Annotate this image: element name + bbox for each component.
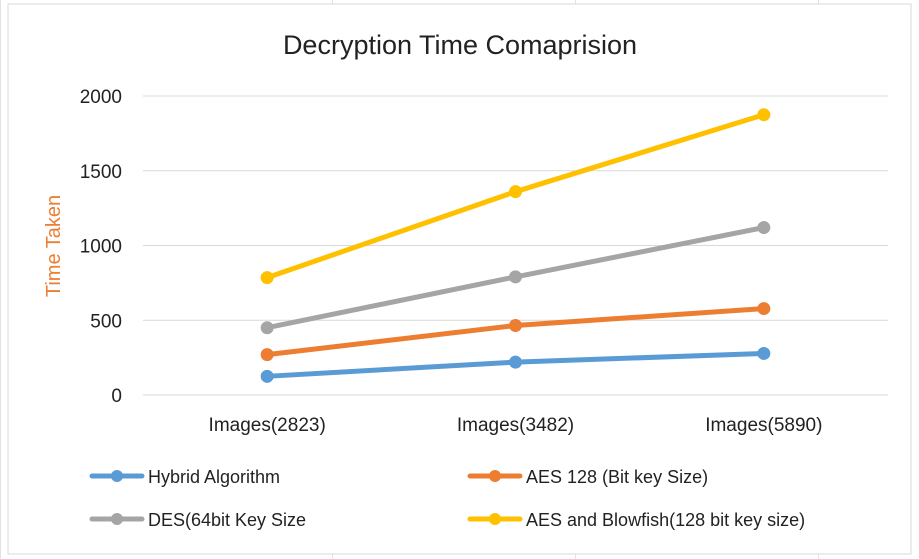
y-tick-label: 0 [111,386,122,407]
y-tick-label: 2000 [80,87,122,108]
chart-area-border [7,3,912,555]
data-point [757,302,771,316]
legend-swatch-marker [489,470,501,482]
legend-label: AES and Blowfish(128 bit key size) [526,510,805,530]
legend-swatch-marker [111,470,123,482]
data-point [260,369,274,383]
legend-label: Hybrid Algorithm [148,467,280,487]
x-tick-label: Images(2823) [209,415,326,436]
data-point [509,185,522,199]
data-point [260,348,274,362]
data-point [757,346,771,360]
chart-title: Decryption Time Comaprision [283,30,637,60]
data-point [509,355,522,369]
legend-item: DES(64bit Key Size [89,510,306,530]
y-axis-label: Time Taken [43,195,65,297]
legend-item: Hybrid Algorithm [89,467,280,487]
data-point [260,271,274,285]
x-tick-label: Images(5890) [705,415,822,436]
legend-item: AES and Blowfish(128 bit key size) [467,510,805,530]
data-point [509,318,522,332]
legend: Hybrid Algorithm AES 128 (Bit key Size) DE… [89,467,805,530]
legend-item: AES 128 (Bit key Size) [467,467,708,487]
legend-label: DES(64bit Key Size [148,510,306,530]
data-point [757,108,771,122]
y-tick-label: 500 [90,311,122,332]
y-tick-label: 1000 [80,237,122,258]
data-point [757,221,771,235]
data-point [260,321,274,335]
plot-area: 0 500 1000 1500 2000 Images(2823) Images(3482)… [80,87,888,436]
legend-swatch-marker [111,513,123,525]
legend-label: AES 128 (Bit key Size) [526,467,708,487]
legend-swatch-marker [489,513,501,525]
x-tick-label: Images(3482) [457,415,574,436]
y-tick-label: 1500 [80,162,122,183]
data-point [509,270,522,284]
